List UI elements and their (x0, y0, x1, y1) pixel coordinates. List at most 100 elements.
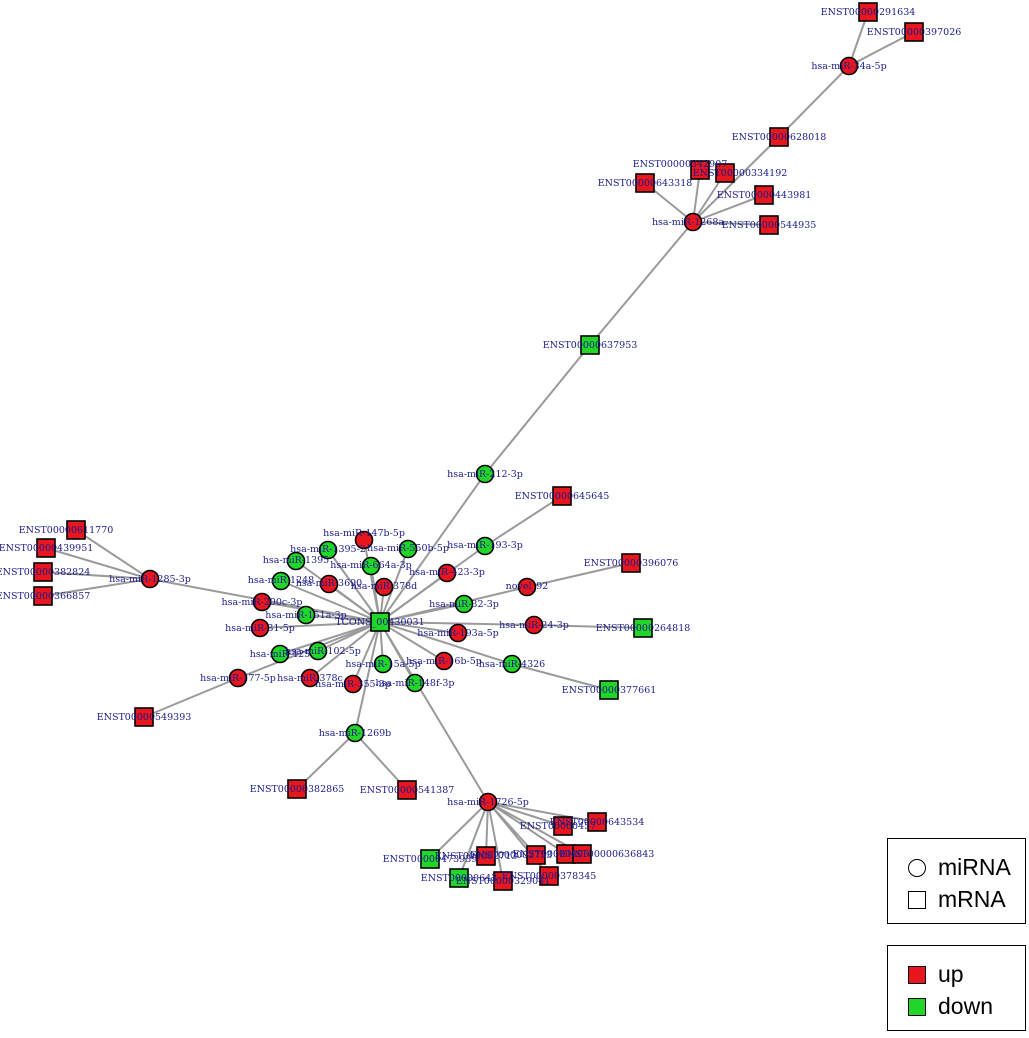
node-label-n_443981: ENST00000443981 (717, 190, 812, 201)
mirna-node-m_47b5p (354, 530, 374, 550)
node-label-m_3553p: hsa-miR-355-3p (315, 679, 391, 690)
mrna-node-n_397026 (904, 22, 924, 42)
edge-n_637953-m_1123p (484, 344, 591, 475)
mirna-node-m_315p (250, 618, 270, 638)
node-label-m_1248: hsa-miR-1248 (248, 575, 314, 586)
mrna-node-n_628018 (769, 127, 789, 147)
edge-m_4233p-hub (379, 572, 448, 623)
mrna-node-n_645645 (552, 486, 572, 506)
mirna-node-m_51a3p (296, 605, 316, 625)
mrna-node-n_a2 (526, 845, 546, 865)
node-label-m_1269b: hsa-miR-1269b (319, 728, 392, 739)
green-square-icon (908, 997, 926, 1016)
node-label-n_a1: ENST000002713 (435, 851, 518, 862)
mirna-node-m_64a3p (361, 556, 381, 576)
node-label-m_378c: hsa-miR-378c (277, 673, 343, 684)
node-label-m_7265p: hsa-miR-1726-5p (447, 797, 529, 808)
node-label-n_334192: ENST00000334192 (693, 168, 788, 179)
node-label-n_541387: ENST00000541387 (360, 785, 455, 796)
legend-label-mirna: miRNA (938, 854, 1011, 880)
node-label-n_637953: ENST00000637953 (543, 340, 638, 351)
node-label-n_382824: ENST00000382824 (0, 567, 90, 578)
edge-n_611770-m_2853p (75, 529, 151, 580)
mrna-node-n_378345 (539, 866, 559, 886)
mrna-node-n_382865 (287, 779, 307, 799)
mirna-node-m_16b5p (434, 651, 454, 671)
mrna-node-n_377661 (599, 680, 619, 700)
color-legend: up down (887, 945, 1026, 1031)
legend-label-up: up (938, 961, 964, 987)
node-label-m_93a5p: hsa-miR-193a-5p (417, 628, 498, 639)
mrna-node-n_636843 (572, 844, 592, 864)
mrna-node-n_264818 (633, 618, 653, 638)
edge-m_378c-hub (309, 621, 381, 679)
edge-n_377661-m_4326 (511, 663, 610, 691)
node-label-n_a2: ENST000002753 (470, 850, 553, 861)
square-icon (908, 890, 926, 909)
node-label-m_16b5p: hsa-miR-16b-5p (406, 656, 482, 667)
node-label-m_243p: hsa-miR-24-3p (499, 620, 569, 631)
node-label-n_366857: ENST00000366857 (0, 591, 90, 602)
node-label-n_544935: ENST00000544935 (722, 220, 817, 231)
mrna-node-n_32904 (493, 871, 513, 891)
mirna-node-m_1025p (308, 641, 328, 661)
mrna-node-n_541387 (397, 780, 417, 800)
edge-n_366857-m_2853p (42, 578, 151, 597)
legend-item-up: up (908, 961, 964, 988)
node-label-m_315p: hsa-miR-31-5p (225, 623, 295, 634)
edge-m_1248-hub (280, 580, 381, 623)
node-label-m_323p: hsa-miR-32-3p (429, 599, 499, 610)
mirna-node-m_3690 (319, 574, 339, 594)
node-label-hub: TCONS_00430031 (335, 617, 424, 628)
mirna-node-m_1395 (286, 551, 306, 571)
node-label-n_264818: ENST00000264818 (596, 623, 691, 634)
node-label-n_382865: ENST00000382865 (250, 784, 345, 795)
node-label-n_636843: ENST00000636843 (560, 849, 655, 860)
shape-legend: miRNA mRNA (887, 838, 1026, 924)
node-label-n_397026: ENST00000397026 (867, 27, 962, 38)
edge-m_7265p-n_378345 (487, 801, 550, 877)
edge-n_382824-m_2853p (42, 571, 151, 580)
mirna-node-m_378d (374, 577, 394, 597)
mirna-node-m_425 (270, 644, 290, 664)
mrna-node-n_549393 (134, 707, 154, 727)
edge-n_264818-m_243p (533, 624, 644, 629)
node-label-m_13: hsa-miR-1395-2 (290, 544, 366, 555)
edge-m_7265p-n_a3 (487, 801, 567, 855)
node-layer (33, 2, 924, 891)
node-label-m_425: hsa-miR-425 (250, 649, 310, 660)
node-label-m_2853p: hsa-miR-1285-3p (109, 574, 191, 585)
node-label-m_47b5p: hsa-miR-147b-5p (323, 528, 405, 539)
edge-n_549393-m_775p (143, 677, 239, 718)
edge-m_315p-hub (259, 621, 381, 629)
node-label-m_00c3p: hsa-miR-200c-3p (221, 597, 302, 608)
edge-m_7265p-n_643 (458, 801, 489, 879)
node-label-m_1123p: hsa-miR-212-3p (447, 469, 523, 480)
node-label-n_377661: ENST00000377661 (562, 685, 657, 696)
mirna-node-m_7265p (478, 792, 498, 812)
mirna-node-m_15a (373, 654, 393, 674)
mirna-node-m_3553p (343, 674, 363, 694)
mirna-node-m_93a5p (448, 623, 468, 643)
node-label-m_1268a: hsa-miR-1268a (652, 217, 724, 228)
node-label-m_1025p: hsa-miR-102-5p (285, 646, 361, 657)
mirna-node-m_1269b (345, 723, 365, 743)
edge-m_7265p-hub (379, 621, 489, 803)
edge-m_7265p-n_32904 (487, 801, 504, 882)
node-label-n_628018: ENST00000628018 (732, 132, 827, 143)
node-label-m_15a: hsa-miR-15a-5p (345, 659, 420, 670)
mrna-node-hub (370, 612, 390, 632)
node-label-n_396076: ENST00000396076 (584, 558, 679, 569)
mirna-node-m_50b5p (398, 539, 418, 559)
mirna-node-m_34a5p (839, 56, 859, 76)
edge-m_4326-hub (379, 621, 513, 665)
circle-icon (908, 858, 926, 877)
edge-m_243p-hub (379, 621, 535, 626)
edge-m_16b5p-hub (379, 621, 445, 662)
mrna-node-n_382824 (33, 562, 53, 582)
mrna-node-n_291634 (858, 2, 878, 22)
node-label-m_775p: hsa-miR-177-5p (200, 673, 276, 684)
mrna-node-n_366857 (33, 586, 53, 606)
mirna-node-m_4326 (502, 654, 522, 674)
